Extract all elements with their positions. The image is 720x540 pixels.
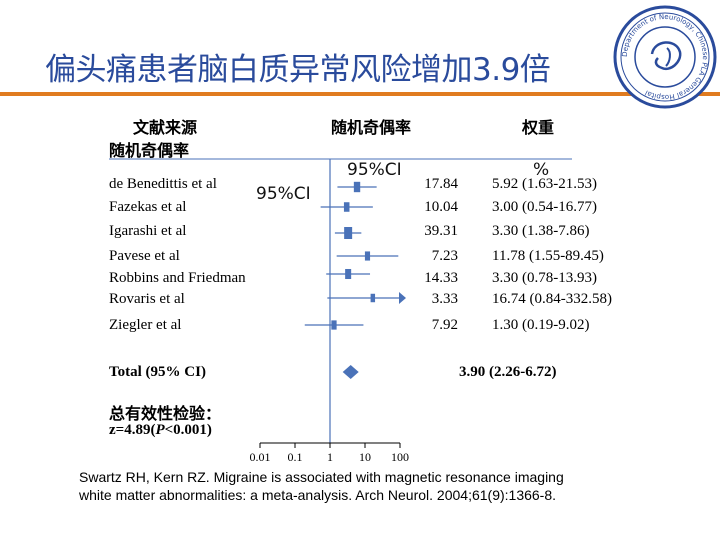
total-label: Total (95% CI) <box>109 364 206 380</box>
total-diamond <box>342 365 359 379</box>
total-or-ci: 3.90 (2.26-6.72) <box>459 364 557 380</box>
title-underline <box>0 92 720 96</box>
study-name: Pavese et al <box>109 248 180 264</box>
study-name: Ziegler et al <box>109 317 182 333</box>
study-weight: 3.33 <box>431 291 458 307</box>
header-weight: 权重 <box>522 118 555 137</box>
point-estimate <box>344 227 353 239</box>
header-ci-center: 95%CI <box>347 160 402 180</box>
study-name: Igarashi et al <box>109 223 187 239</box>
study-name: Fazekas et al <box>109 199 187 215</box>
header-or-left: 随机奇偶率 <box>109 141 190 160</box>
study-name: de Benedittis et al <box>109 176 217 192</box>
x-tick-label: 10 <box>359 450 371 464</box>
point-estimate <box>331 320 337 330</box>
header-or-center: 随机奇偶率 <box>331 118 412 137</box>
study-or-ci: 3.30 (1.38-7.86) <box>492 223 590 239</box>
point-estimate <box>364 251 371 261</box>
study-name: Robbins and Friedman <box>109 270 246 286</box>
study-or-ci: 1.30 (0.19-9.02) <box>492 317 590 333</box>
point-estimate <box>370 293 376 303</box>
point-estimate <box>345 268 352 280</box>
header-ci-left: 95%CI <box>256 184 311 204</box>
study-or-ci: 16.74 (0.84-332.58) <box>492 291 612 307</box>
study-or-ci: 3.00 (0.54-16.77) <box>492 199 597 215</box>
study-or-ci: 11.78 (1.55-89.45) <box>492 248 604 264</box>
study-weight: 39.31 <box>424 223 458 239</box>
overall-test-stat: z=4.89(P<0.001) <box>109 422 212 438</box>
header-weight-unit: % <box>533 160 550 180</box>
study-weight: 7.23 <box>431 248 458 264</box>
study-weight: 7.92 <box>431 317 458 333</box>
study-weight: 17.84 <box>424 176 458 192</box>
x-tick-label: 0.1 <box>288 450 303 464</box>
study-weight: 10.04 <box>424 199 458 215</box>
study-weight: 14.33 <box>424 270 458 286</box>
point-estimate <box>343 202 350 212</box>
x-tick-label: 0.01 <box>250 450 271 464</box>
x-tick-label: 1 <box>327 450 333 464</box>
hospital-logo: Department of Neurology, Chinese PLA Gen… <box>613 5 717 109</box>
citation: Swartz RH, Kern RZ. Migraine is associat… <box>79 469 564 503</box>
overall-test-label: 总有效性检验： <box>109 404 222 423</box>
header-source: 文献来源 <box>133 118 198 137</box>
point-estimate <box>353 181 361 193</box>
page-title: 偏头痛患者脑白质异常风险增加3.9倍 <box>45 52 551 88</box>
ci-arrow <box>399 292 406 304</box>
x-tick-label: 100 <box>391 450 409 464</box>
study-name: Rovaris et al <box>109 291 185 307</box>
study-or-ci: 5.92 (1.63-21.53) <box>492 176 597 192</box>
study-or-ci: 3.30 (0.78-13.93) <box>492 270 597 286</box>
